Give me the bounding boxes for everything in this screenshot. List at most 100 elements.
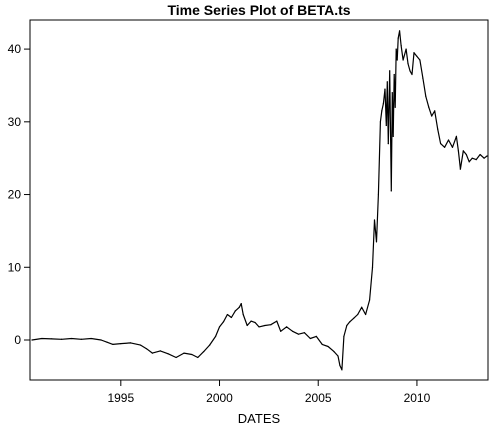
data-point: [357, 313, 359, 316]
data-point: [183, 352, 185, 354]
data-point: [240, 303, 242, 305]
data-point: [321, 343, 323, 345]
data-point: [387, 143, 389, 145]
data-point: [413, 52, 415, 54]
data-point: [41, 337, 43, 340]
data-point: [437, 128, 439, 130]
data-point: [60, 338, 63, 340]
x-tick-label: 2010: [404, 391, 431, 405]
data-point: [375, 241, 378, 243]
data-point: [90, 337, 92, 340]
data-point: [459, 168, 461, 170]
data-point: [384, 88, 386, 90]
data-point: [416, 55, 418, 57]
data-point: [451, 146, 454, 148]
data-point: [70, 337, 73, 340]
data-point: [407, 63, 409, 65]
x-tick-label: 1995: [107, 391, 134, 405]
data-point: [151, 352, 153, 354]
data-point: [100, 339, 102, 341]
data-point: [346, 324, 348, 327]
data-point: [276, 320, 278, 322]
data-point: [337, 355, 339, 357]
y-tick-label: 20: [8, 188, 22, 202]
data-point: [203, 351, 205, 353]
data-point: [455, 135, 458, 137]
data-point: [400, 44, 402, 47]
data-point: [486, 155, 488, 157]
plot-frame: [29, 19, 489, 381]
data-point: [349, 321, 351, 323]
data-point: [379, 121, 382, 123]
data-point: [167, 353, 169, 355]
data-point: [333, 351, 335, 353]
data-point: [230, 316, 232, 319]
data-point: [368, 299, 371, 301]
data-point: [112, 343, 114, 345]
data-point: [425, 95, 427, 97]
data-point: [398, 30, 401, 32]
data-point: [353, 317, 355, 319]
y-tick-label: 30: [8, 115, 22, 129]
data-point: [382, 103, 384, 105]
data-point: [462, 150, 464, 152]
data-point: [191, 353, 193, 356]
data-point: [392, 135, 394, 137]
data-point: [309, 337, 311, 340]
x-axis-label: DATES: [238, 411, 281, 426]
data-point: [422, 77, 424, 79]
data-point: [120, 343, 122, 345]
series-points: [31, 30, 488, 371]
data-point: [409, 70, 411, 72]
y-tick-label: 0: [14, 333, 21, 347]
data-point: [390, 190, 392, 192]
data-point: [405, 48, 407, 50]
data-point: [159, 350, 161, 352]
data-point: [51, 338, 53, 340]
data-point: [377, 193, 380, 196]
data-point: [396, 59, 398, 61]
data-point: [440, 143, 442, 145]
data-point: [250, 320, 252, 322]
data-point: [209, 344, 211, 346]
data-point: [391, 92, 393, 94]
x-tick-label: 2000: [206, 391, 233, 405]
data-point: [365, 313, 367, 316]
series-line: [31, 30, 488, 371]
data-point: [106, 341, 108, 343]
data-point: [315, 335, 317, 337]
data-point: [371, 266, 374, 268]
data-point: [385, 124, 387, 127]
data-point: [303, 332, 306, 334]
data-point: [297, 333, 300, 335]
data-point: [393, 73, 395, 76]
data-point: [389, 70, 391, 72]
data-point: [419, 59, 421, 61]
data-point: [242, 313, 244, 316]
data-point: [31, 339, 33, 341]
data-point: [254, 321, 256, 324]
data-point: [395, 48, 397, 50]
data-point: [286, 326, 288, 328]
data-point: [226, 313, 229, 316]
data-point: [222, 321, 225, 323]
data-point: [258, 326, 260, 328]
data-point: [361, 306, 363, 308]
data-point: [434, 110, 436, 112]
data-point: [234, 310, 236, 312]
data-point: [80, 338, 82, 340]
data-point: [483, 157, 485, 159]
data-point: [341, 369, 343, 371]
data-point: [443, 146, 446, 148]
data-point: [246, 324, 248, 327]
data-point: [214, 335, 217, 337]
data-point: [394, 106, 396, 108]
data-point: [327, 345, 329, 348]
data-point: [428, 106, 430, 108]
data-point: [373, 219, 376, 221]
data-point: [145, 348, 148, 350]
data-point: [130, 342, 132, 344]
data-point: [475, 159, 477, 161]
data-point: [175, 356, 177, 359]
